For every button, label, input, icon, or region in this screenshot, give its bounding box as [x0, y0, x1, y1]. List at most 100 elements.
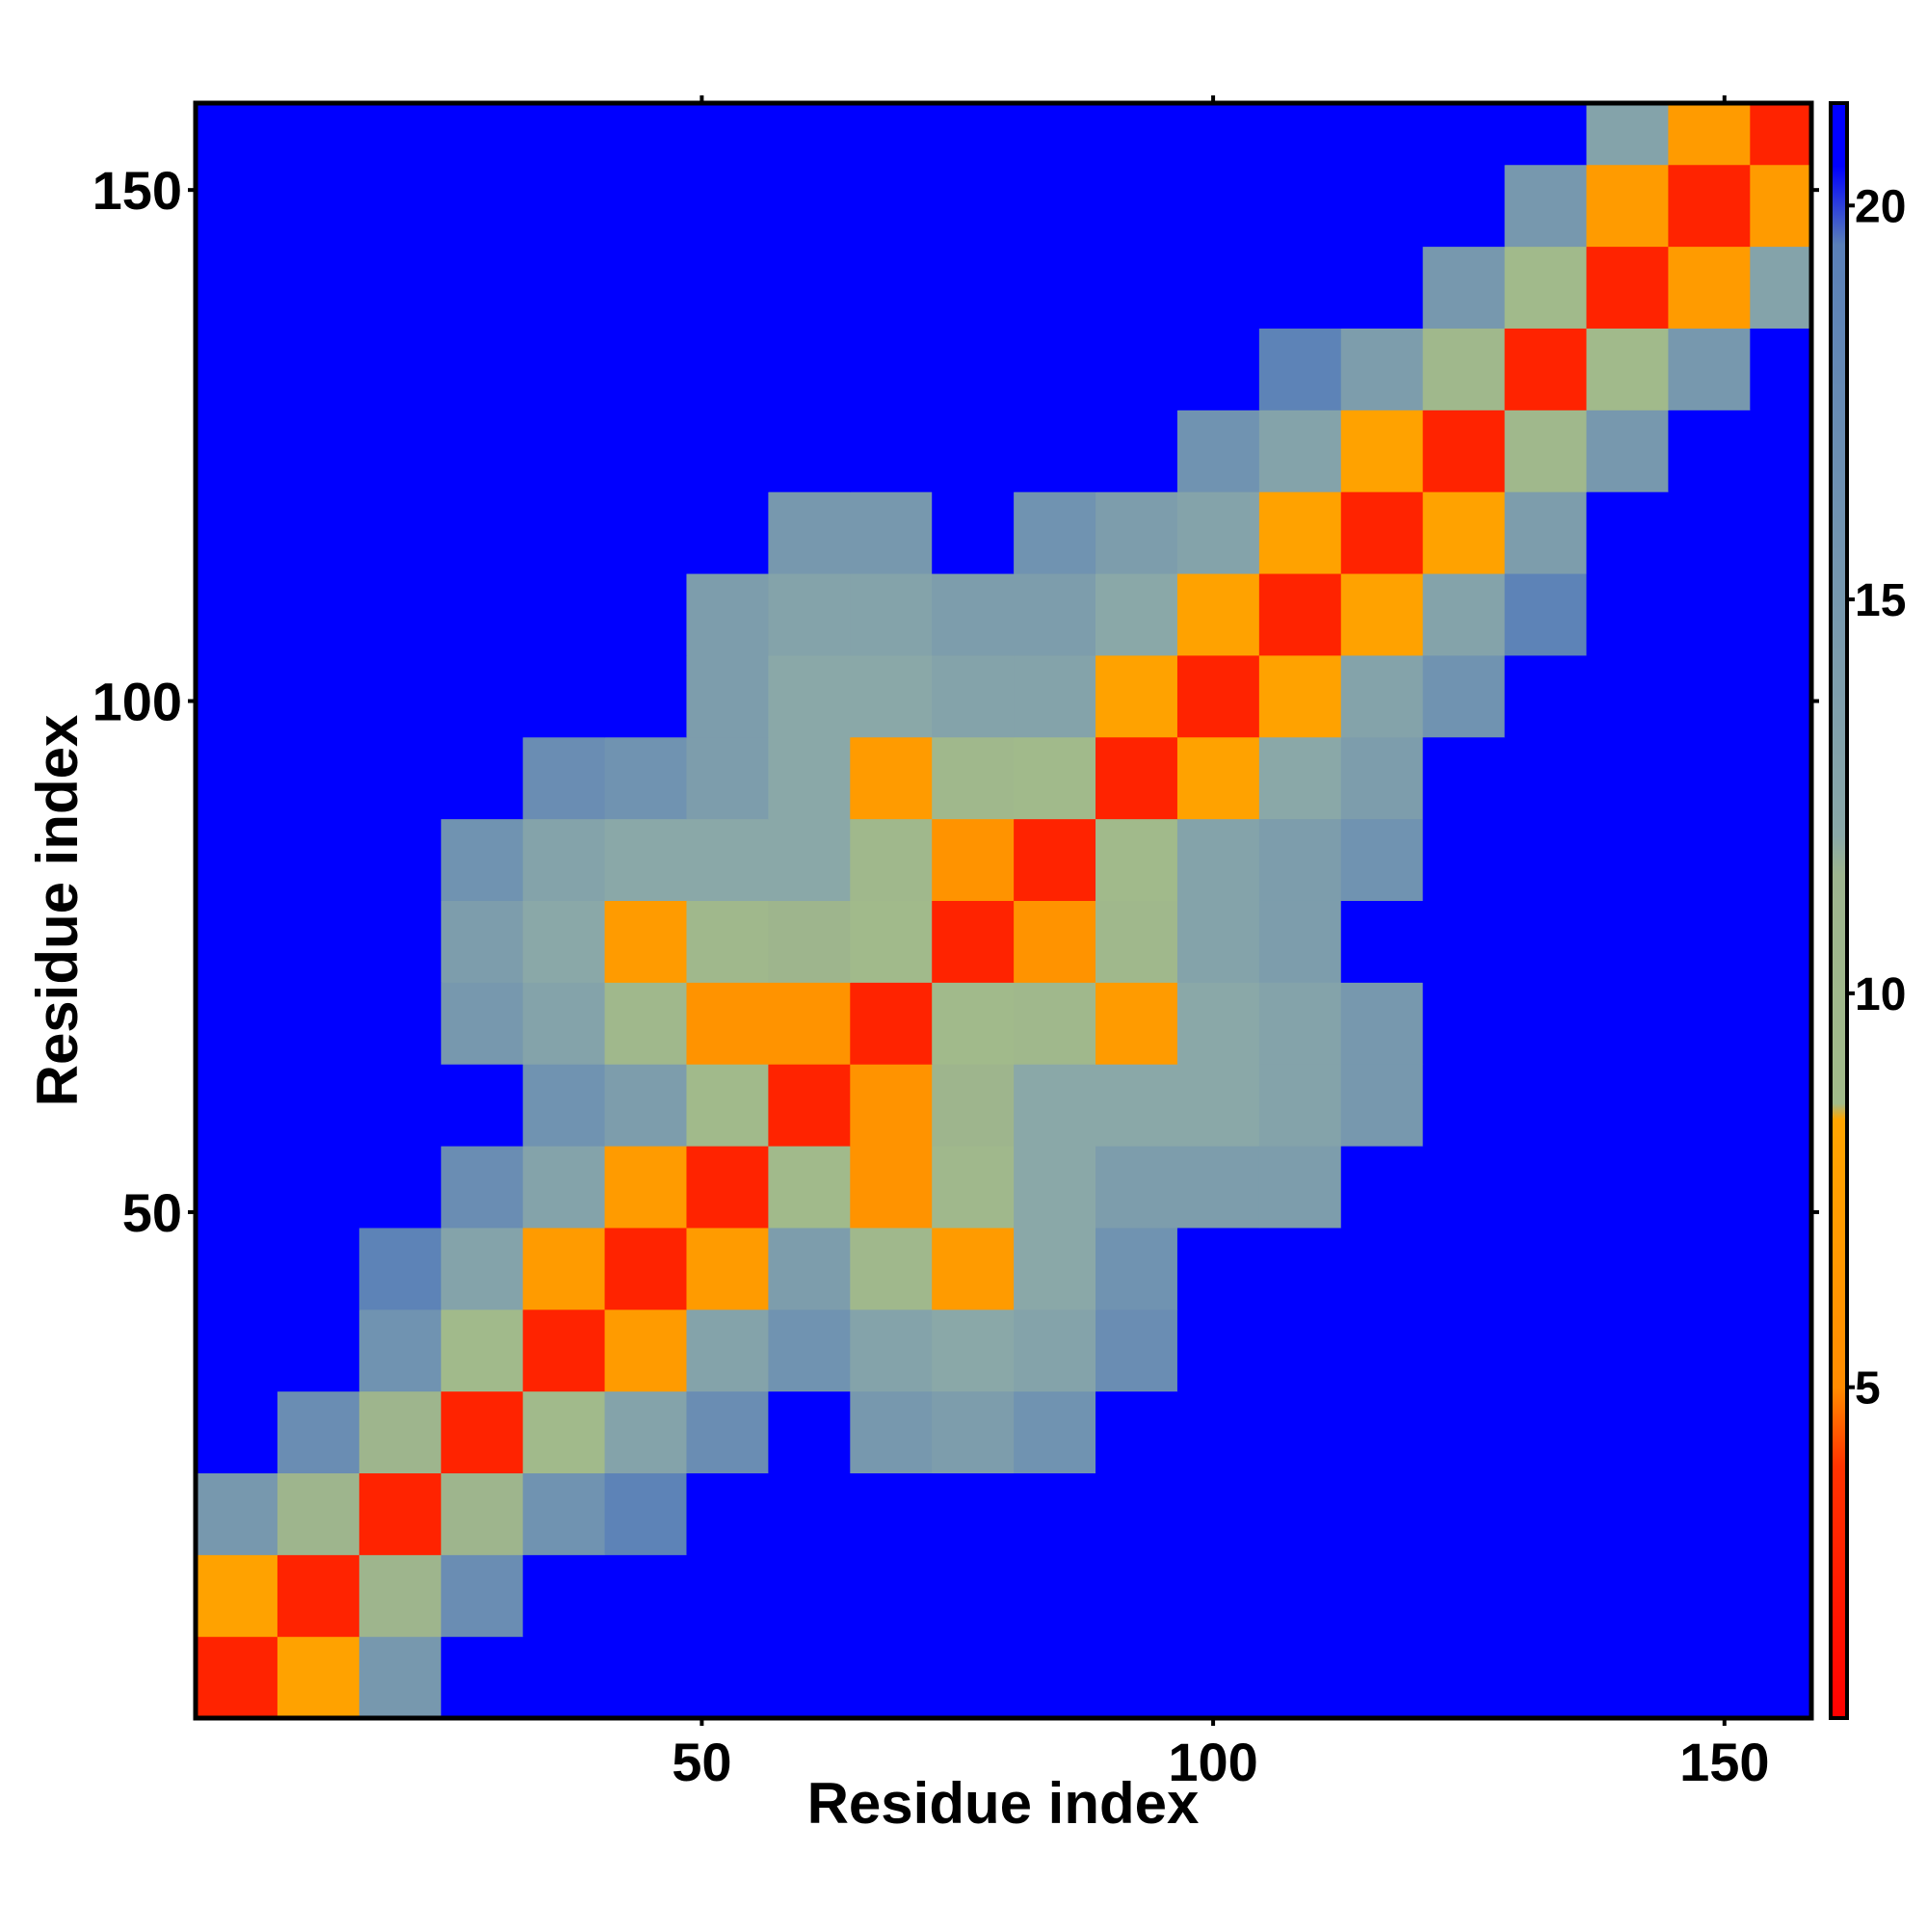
heatmap-cell	[932, 654, 1015, 738]
heatmap-cell	[358, 818, 442, 901]
x-tick-label: 150	[1679, 1732, 1769, 1792]
heatmap-cell	[440, 572, 524, 656]
heatmap-cell	[1095, 491, 1178, 574]
heatmap-cell	[1258, 1227, 1342, 1310]
heatmap-cell	[196, 818, 278, 901]
heatmap-cell	[1504, 654, 1588, 738]
heatmap-cell	[1504, 1636, 1588, 1719]
heatmap-cell	[604, 736, 688, 820]
heatmap-cell	[1340, 1309, 1424, 1392]
heatmap-cell	[1095, 1554, 1178, 1637]
heatmap-cell	[440, 246, 524, 329]
heatmap-cell	[1668, 246, 1751, 329]
heatmap-cell	[850, 410, 933, 492]
heatmap-cell	[850, 818, 933, 901]
heatmap-cell	[196, 736, 278, 820]
heatmap-cell	[768, 818, 851, 901]
heatmap-cell	[1586, 900, 1670, 983]
heatmap-cell	[1258, 736, 1342, 820]
heatmap-cell	[1668, 164, 1751, 248]
heatmap-cell	[277, 491, 360, 574]
heatmap-cell	[1340, 1145, 1424, 1229]
heatmap-cell	[196, 328, 278, 410]
heatmap-cell	[1668, 328, 1751, 410]
heatmap-cell	[932, 1309, 1015, 1392]
heatmap-cell	[932, 572, 1015, 656]
heatmap-cell	[1095, 1472, 1178, 1555]
plot-frame	[193, 100, 1814, 1721]
heatmap-cell	[358, 328, 442, 410]
heatmap-cell	[358, 736, 442, 820]
heatmap-cell	[1095, 1227, 1178, 1310]
heatmap-cell	[932, 491, 1015, 574]
heatmap-cell	[1176, 1636, 1260, 1719]
heatmap-cell	[850, 1309, 933, 1392]
heatmap-cell	[1095, 1064, 1178, 1147]
heatmap-cell	[522, 572, 606, 656]
heatmap-cell	[196, 246, 278, 329]
heatmap-cell	[686, 1472, 769, 1555]
heatmap-cell	[1258, 164, 1342, 248]
heatmap-cell	[522, 410, 606, 492]
heatmap-cell	[1014, 328, 1096, 410]
heatmap-cell	[1750, 328, 1812, 410]
heatmap-cell	[1422, 1309, 1506, 1392]
heatmap-cell	[1095, 328, 1178, 410]
heatmap-cell	[358, 572, 442, 656]
heatmap-cell	[196, 410, 278, 492]
heatmap-cell	[1422, 164, 1506, 248]
heatmap-cell	[1340, 900, 1424, 983]
heatmap-cell	[604, 246, 688, 329]
heatmap-cell	[932, 818, 1015, 901]
heatmap-cell	[686, 491, 769, 574]
heatmap-cell	[768, 1554, 851, 1637]
heatmap-cell	[686, 654, 769, 738]
heatmap-cell	[196, 103, 278, 166]
heatmap-cell	[1586, 328, 1670, 410]
heatmap-cell	[522, 491, 606, 574]
heatmap-cell	[1586, 1227, 1670, 1310]
heatmap-cell	[1340, 1390, 1424, 1474]
heatmap-cell	[522, 654, 606, 738]
heatmap-cell	[1586, 410, 1670, 492]
heatmap-cell	[768, 1390, 851, 1474]
heatmap-cell	[1340, 982, 1424, 1065]
heatmap-cell	[932, 103, 1015, 166]
heatmap-cell	[277, 572, 360, 656]
heatmap-cell	[1014, 1064, 1096, 1147]
heatmap-cell	[1095, 818, 1178, 901]
heatmap-cell	[1258, 1064, 1342, 1147]
heatmap-cell	[686, 1390, 769, 1474]
y-tick-label: 50	[122, 1182, 182, 1243]
heatmap-cell	[1422, 246, 1506, 329]
heatmap-cell	[1504, 1554, 1588, 1637]
heatmap-cell	[1340, 1064, 1424, 1147]
heatmap-cell	[440, 328, 524, 410]
heatmap-cell	[850, 246, 933, 329]
heatmap-cell	[1750, 654, 1812, 738]
heatmap-cell	[768, 328, 851, 410]
heatmap-cell	[1750, 1472, 1812, 1555]
heatmap-cell	[850, 1390, 933, 1474]
heatmap-cell	[358, 1309, 442, 1392]
heatmap-cell	[1422, 1390, 1506, 1474]
heatmap-cell	[196, 1472, 278, 1555]
heatmap-cell	[686, 736, 769, 820]
heatmap-cell	[686, 572, 769, 656]
heatmap-cell	[1668, 1636, 1751, 1719]
heatmap-cell	[1258, 982, 1342, 1065]
heatmap-cell	[604, 1145, 688, 1229]
heatmap-cell	[686, 818, 769, 901]
heatmap-cell	[932, 900, 1015, 983]
heatmap-cell	[1422, 1554, 1506, 1637]
heatmap-cell	[604, 164, 688, 248]
heatmap-cell	[1422, 982, 1506, 1065]
heatmap-cell	[1668, 491, 1751, 574]
heatmap-cell	[1340, 103, 1424, 166]
heatmap-cell	[277, 818, 360, 901]
heatmap-cell	[1504, 818, 1588, 901]
heatmap-cell	[1504, 246, 1588, 329]
heatmap-cell	[768, 572, 851, 656]
heatmap-cell	[1668, 1390, 1751, 1474]
heatmap-cell	[932, 328, 1015, 410]
